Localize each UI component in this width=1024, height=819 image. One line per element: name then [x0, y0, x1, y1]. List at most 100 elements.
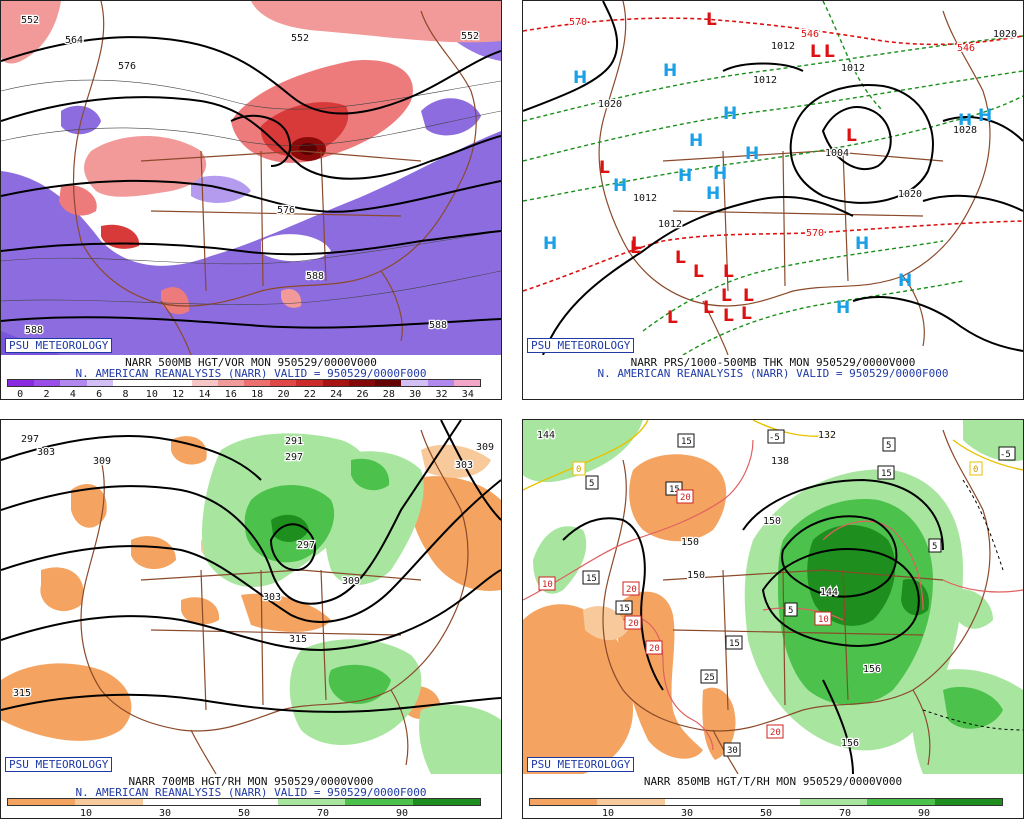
panel-subcaption: N. AMERICAN REANALYSIS (NARR) VALID = 95… [75, 367, 427, 380]
height-label: 291 [285, 436, 303, 447]
colorbar-tick-label: 28 [382, 389, 395, 400]
isobar-label: 1020 [993, 29, 1017, 40]
height-label: 309 [342, 576, 360, 587]
temperature-label: 15 [669, 485, 680, 495]
colorbar-swatch [348, 380, 376, 386]
panel-caption: NARR 850MB HGT/T/RH MON 950529/0000V000 [643, 775, 903, 788]
colorbar-swatch [597, 799, 665, 805]
high-pressure-marker: H [745, 144, 759, 164]
low-pressure-marker: L [703, 298, 714, 318]
low-pressure-marker: L [723, 262, 734, 282]
rh700-colorbar-labels: 10 30 50 70 90 [7, 808, 481, 819]
vorticity-map: 552 564 576 552 552 576 588 588 588 [1, 1, 501, 355]
low-pressure-marker: L [675, 248, 686, 268]
temperature-label: 15 [881, 469, 892, 479]
temperature-label: 30 [727, 746, 738, 756]
low-pressure-marker: L [721, 286, 732, 306]
colorbar-tick-label: 14 [198, 389, 211, 400]
height-label: 552 [21, 15, 39, 26]
colorbar-tick-label: 16 [224, 389, 237, 400]
temp-box: 15 [725, 635, 743, 650]
temp-box: 5 [928, 538, 942, 553]
colorbar-swatch [217, 380, 244, 386]
low-pressure-marker: L [741, 304, 752, 324]
colorbar-tick-label: 22 [303, 389, 316, 400]
brand-label: PSU METEOROLOGY [5, 757, 113, 772]
height-label: 150 [763, 516, 781, 527]
colorbar-swatch [75, 799, 143, 805]
brand-label: PSU METEOROLOGY [527, 338, 635, 353]
panel-slp-thickness: H H H H H H H H H H H H H H H L L L L [522, 0, 1024, 400]
colorbar-tick-label: 18 [251, 389, 264, 400]
high-pressure-marker: H [678, 166, 692, 186]
height-label: 315 [289, 634, 307, 645]
height-label: 576 [118, 61, 136, 72]
temp-box: -5 [767, 429, 785, 444]
rh850-map: 144 150 150 150 144 156 156 132 138 15 1… [523, 420, 1023, 774]
rh-label: 20 [626, 585, 637, 595]
low-pressure-marker: L [693, 262, 704, 282]
height-label: 309 [93, 456, 111, 467]
height-label: 150 [687, 570, 705, 581]
colorbar-swatch [322, 380, 349, 386]
panel-subcaption: N. AMERICAN REANALYSIS (NARR) VALID = 95… [75, 786, 427, 799]
colorbar-tick-label: 6 [96, 389, 103, 400]
height-label: 297 [297, 540, 315, 551]
high-pressure-marker: H [663, 61, 677, 81]
rh700-map: 297 303 309 291 297 303 309 297 303 309 … [1, 420, 501, 774]
isobar-label: 1012 [841, 63, 865, 74]
rh700-colorbar [7, 798, 481, 806]
temp-box: 5 [882, 437, 896, 452]
isobar-label: 1020 [598, 99, 622, 110]
rh700-map-svg: 297 303 309 291 297 303 309 297 303 309 … [1, 420, 501, 774]
brand-label: PSU METEOROLOGY [527, 757, 635, 772]
temperature-label: 15 [619, 604, 630, 614]
temperature-label: -5 [1000, 450, 1011, 460]
thickness-label: 570 [806, 228, 824, 239]
colorbar-tick-label: 50 [759, 808, 773, 819]
high-pressure-marker: H [836, 298, 850, 318]
height-label: 156 [841, 738, 859, 749]
colorbar-swatch [664, 799, 733, 805]
thickness-label: 546 [801, 29, 819, 40]
colorbar-swatch [296, 380, 323, 386]
temp-box: 0 [969, 461, 983, 476]
brand-label: PSU METEOROLOGY [5, 338, 113, 353]
low-pressure-marker: L [824, 42, 835, 62]
colorbar-tick-label: 90 [917, 808, 931, 819]
colorbar-swatch [401, 380, 428, 386]
rh-box: 20 [624, 615, 642, 630]
temperature-label: 5 [886, 441, 891, 451]
colorbar-swatch [530, 799, 598, 805]
colorbar-tick-label: 30 [680, 808, 694, 819]
colorbar-swatch [412, 799, 480, 805]
height-label: 156 [863, 664, 881, 675]
colorbar-tick-label: 10 [601, 808, 615, 819]
rh-label: 20 [680, 493, 691, 503]
low-pressure-marker: L [667, 308, 678, 328]
panel-850mb-t-rh: 144 150 150 150 144 156 156 132 138 15 1… [522, 419, 1024, 819]
height-labels: 144 150 150 150 144 156 156 132 138 [536, 429, 883, 751]
slp-thickness-map-svg: H H H H H H H H H H H H H H H L L L L [523, 1, 1023, 355]
colorbar-swatch [8, 380, 35, 386]
isobar-label: 1012 [753, 75, 777, 86]
colorbar-tick-label: 10 [79, 808, 93, 819]
rh-box: 20 [766, 724, 784, 739]
temperature-label: 0 [973, 465, 978, 475]
height-label: 138 [771, 456, 789, 467]
low-pressure-centers: L L L L L L L L L L L L L L L L [599, 10, 857, 328]
temp-box: -5 [998, 446, 1016, 461]
high-pressure-marker: H [978, 106, 992, 126]
panel-caption: NARR 700MB HGT/RH MON 950529/0000V000 [128, 775, 374, 788]
high-pressure-marker: H [713, 164, 727, 184]
colorbar-tick-label: 8 [122, 389, 129, 400]
temp-box: 15 [677, 433, 695, 448]
rh-label: 20 [628, 619, 639, 629]
thickness-label: 546 [957, 43, 975, 54]
temperature-label: 15 [729, 639, 740, 649]
colorbar-tick-label: 10 [145, 389, 158, 400]
high-pressure-marker: H [723, 104, 737, 124]
rh-box: 10 [538, 576, 556, 591]
temp-box: 30 [723, 742, 741, 757]
low-pressure-marker: L [599, 158, 610, 178]
